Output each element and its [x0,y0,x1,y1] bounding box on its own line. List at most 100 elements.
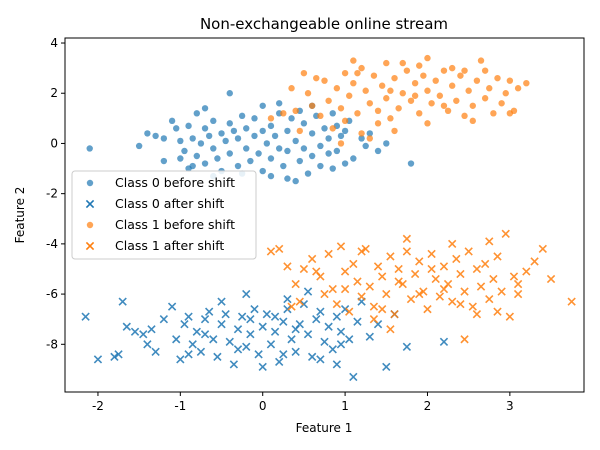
data-point [349,372,358,382]
data-point [480,259,490,269]
plot-frame [64,37,585,393]
data-point [427,249,436,259]
data-point [258,322,267,331]
data-point [439,337,449,346]
data-point [233,345,243,354]
data-point [259,167,266,175]
data-point [222,137,229,145]
data-point [135,142,143,150]
data-point [424,87,431,94]
data-point [329,125,336,132]
data-point [201,160,209,167]
data-point [189,135,196,142]
data-point [493,252,502,261]
data-point [313,74,320,82]
data-point [337,132,345,140]
data-point [328,345,337,354]
data-point [267,172,275,180]
data-point [185,122,192,130]
data-point [378,272,387,281]
data-point [325,97,332,104]
data-point [448,297,457,306]
y-tick-label: 0 [50,136,58,150]
data-point [114,350,123,359]
data-point [246,330,255,339]
data-point [436,92,444,99]
data-point [448,239,457,249]
data-point [300,120,308,127]
data-point [291,279,300,289]
data-point [354,69,361,77]
data-point [184,312,193,321]
legend-label: Class 0 before shift [115,175,235,190]
data-point [457,72,464,79]
data-point [299,299,309,309]
data-point [267,122,275,130]
data-point [328,284,337,294]
data-point [258,362,267,372]
data-point [498,100,505,107]
data-point [217,297,226,306]
data-point [432,77,439,84]
data-point [345,307,354,316]
data-point [394,264,403,274]
data-point [513,279,523,289]
data-point [349,259,358,269]
data-point [321,77,328,84]
data-point [122,322,131,331]
data-point [229,360,239,369]
x-tick-label: 2 [424,399,432,413]
data-point [399,90,406,97]
data-point [201,125,209,132]
data-point [332,299,342,309]
data-point [333,85,341,92]
data-point [275,100,283,107]
data-point [391,127,398,135]
data-point [308,102,316,109]
data-point [151,347,160,356]
data-point [358,130,365,137]
data-point [497,287,506,296]
data-point [383,140,390,147]
data-point [288,115,295,122]
data-point [465,87,472,94]
data-point [469,102,476,109]
data-point [402,342,412,351]
data-point [307,352,317,362]
data-point [180,320,189,329]
data-point [160,157,168,165]
data-point [374,107,382,115]
data-point [444,107,452,115]
legend-marker [86,179,94,187]
data-point [325,135,332,142]
data-point [250,304,259,314]
data-point [321,125,328,132]
data-point [420,72,427,79]
data-point [324,322,333,331]
data-point [468,302,477,311]
data-point [530,257,539,266]
data-point [303,287,313,296]
data-point [284,147,291,155]
data-point [440,102,448,109]
data-point [266,247,276,256]
data-point [402,234,412,244]
data-point [369,315,379,324]
legend-label: Class 0 after shift [115,196,224,211]
data-point [280,110,287,117]
y-axis-title: Feature 2 [13,187,27,244]
data-point [395,105,402,112]
data-point [287,335,296,344]
data-point [369,302,379,311]
data-point [456,269,465,279]
series-0 [86,90,415,185]
data-point [333,147,341,155]
data-point [234,135,242,142]
data-point [177,155,184,162]
data-point [308,152,316,160]
data-point [353,277,362,286]
data-point [139,330,148,339]
data-point [493,307,502,316]
data-point [254,350,263,359]
